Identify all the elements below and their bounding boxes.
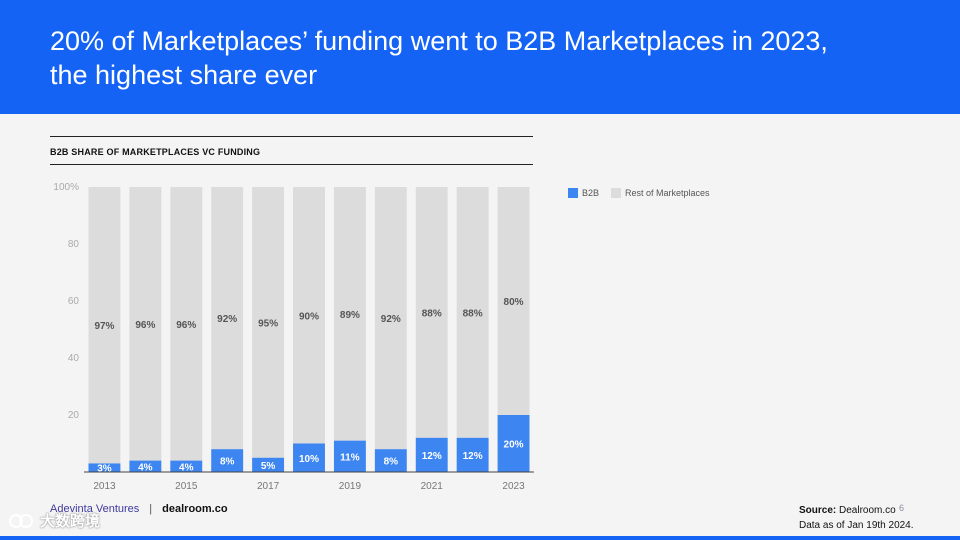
data-label-b2b-2017: 5% — [261, 461, 276, 472]
brand-dealroom: dealroom.co — [162, 503, 228, 515]
bar-b2b-2023 — [497, 415, 530, 472]
legend-swatch-b2b — [568, 188, 578, 198]
bar-rest-2020 — [374, 187, 407, 450]
bar-rest-2021 — [415, 187, 448, 438]
bottom-accent-strip — [0, 536, 960, 540]
source-line: Source: Dealroom.co — [799, 503, 914, 518]
chart-legend: B2B Rest of Marketplaces — [568, 188, 722, 198]
bar-b2b-2019 — [333, 440, 366, 472]
data-label-rest-2017: 95% — [258, 318, 278, 329]
bar-b2b-2021 — [415, 437, 448, 472]
bar-b2b-2016 — [211, 449, 244, 472]
y-tick-label: 60 — [68, 296, 80, 307]
watermark-logo-icon — [9, 513, 33, 528]
watermark: 大数跨境 — [8, 510, 100, 531]
y-tick-label: 40 — [68, 353, 80, 364]
source-label: Source: — [799, 505, 837, 516]
data-label-rest-2014: 96% — [135, 320, 155, 331]
legend-label-b2b: B2B — [582, 188, 600, 198]
bar-b2b-2013 — [88, 463, 121, 472]
legend-label-rest: Rest of Marketplaces — [625, 188, 710, 198]
page-number: 6 — [899, 503, 905, 513]
chart-title: B2B SHARE OF MARKETPLACES VC FUNDING — [50, 147, 261, 157]
data-label-b2b-2014: 4% — [138, 462, 153, 473]
data-label-rest-2013: 97% — [94, 321, 114, 332]
data-label-b2b-2018: 10% — [299, 454, 319, 465]
footer-brand: Adevinta Ventures | dealroom.co — [50, 503, 228, 515]
bar-b2b-2020 — [374, 449, 407, 472]
x-tick-label-2013: 2013 — [93, 481, 116, 492]
header-banner: 20% of Marketplaces’ funding went to B2B… — [0, 0, 960, 114]
data-label-rest-2015: 96% — [176, 320, 196, 331]
bar-rest-2015 — [170, 187, 203, 461]
bar-rest-2022 — [456, 187, 489, 438]
slide-title-line-1: 20% of Marketplaces’ funding went to B2B… — [50, 26, 828, 56]
bar-b2b-2014 — [129, 460, 162, 472]
data-label-b2b-2020: 8% — [384, 457, 399, 468]
x-tick-label-2019: 2019 — [339, 481, 362, 492]
y-tick-label: 80 — [68, 239, 80, 250]
data-label-rest-2016: 92% — [217, 314, 237, 325]
data-label-rest-2019: 89% — [340, 310, 360, 321]
watermark-text: 大数跨境 — [40, 513, 101, 530]
y-tick-label: 20 — [68, 410, 80, 421]
bar-rest-2019 — [333, 187, 366, 441]
chart-title-rule-bottom — [50, 164, 533, 165]
slide-title-line-2: the highest share ever — [50, 60, 318, 90]
data-label-rest-2018: 90% — [299, 311, 319, 322]
x-tick-label-2015: 2015 — [175, 481, 198, 492]
data-label-rest-2023: 80% — [504, 297, 524, 308]
x-tick-label-2021: 2021 — [421, 481, 444, 492]
data-label-b2b-2023: 20% — [504, 440, 524, 451]
source-note: Source: Dealroom.co Data as of Jan 19th … — [799, 503, 914, 533]
data-label-rest-2022: 88% — [463, 308, 483, 319]
bar-rest-2023 — [497, 187, 530, 415]
bar-b2b-2022 — [456, 437, 489, 472]
data-label-b2b-2016: 8% — [220, 457, 235, 468]
brand-separator: | — [149, 503, 153, 515]
bar-b2b-2015 — [170, 460, 203, 472]
y-tick-label: 100% — [53, 182, 79, 193]
x-tick-label-2023: 2023 — [502, 481, 525, 492]
legend-item-rest: Rest of Marketplaces — [611, 188, 710, 198]
slide-title: 20% of Marketplaces’ funding went to B2B… — [50, 24, 930, 92]
bar-rest-2016 — [211, 187, 244, 450]
data-label-b2b-2019: 11% — [340, 452, 360, 463]
bar-rest-2014 — [129, 187, 162, 461]
data-label-b2b-2022: 12% — [463, 451, 483, 462]
bar-rest-2013 — [88, 187, 121, 464]
bar-b2b-2018 — [293, 443, 325, 472]
data-label-rest-2021: 88% — [422, 308, 442, 319]
bar-rest-2017 — [252, 187, 285, 458]
legend-swatch-rest — [611, 188, 622, 198]
chart-title-rule-top — [50, 136, 533, 137]
source-value: Dealroom.co — [839, 505, 896, 516]
brand-adevinta-ventures: Adevinta Ventures — [50, 503, 140, 515]
data-as-of: Data as of Jan 19th 2024. — [799, 520, 914, 531]
data-label-b2b-2015: 4% — [179, 462, 194, 473]
data-label-rest-2020: 92% — [381, 314, 401, 325]
data-label-b2b-2013: 3% — [97, 464, 112, 475]
data-label-b2b-2021: 12% — [422, 451, 442, 462]
x-tick-label-2017: 2017 — [257, 481, 280, 492]
legend-item-b2b: B2B — [568, 188, 599, 198]
bar-b2b-2017 — [252, 457, 285, 472]
bar-rest-2018 — [293, 187, 325, 444]
